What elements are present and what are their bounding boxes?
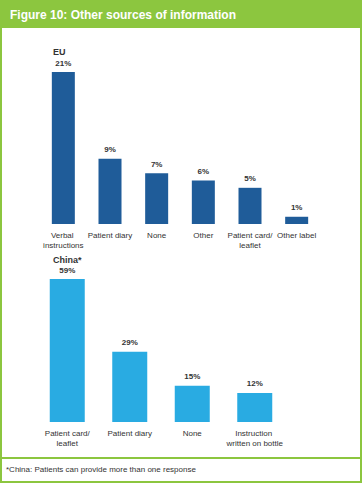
svg-text:Instruction: Instruction xyxy=(235,429,274,438)
html-text:Figure 10: Other sources of in: Figure 10: Other sources of information xyxy=(10,8,236,22)
svg-text:5%: 5% xyxy=(244,174,256,183)
svg-text:Patient diary: Patient diary xyxy=(88,231,132,240)
svg-text:7%: 7% xyxy=(151,160,163,169)
svg-text:leaflet: leaflet xyxy=(57,439,79,448)
svg-text:1%: 1% xyxy=(291,203,303,212)
svg-text:None: None xyxy=(183,429,203,438)
svg-text:Patient card/: Patient card/ xyxy=(45,429,91,438)
svg-text:6%: 6% xyxy=(198,167,210,176)
svg-text:China*: China* xyxy=(53,255,82,265)
svg-text:21%: 21% xyxy=(55,59,71,68)
svg-text:Patient card/: Patient card/ xyxy=(228,231,274,240)
svg-text:instructions: instructions xyxy=(43,241,83,250)
svg-text:29%: 29% xyxy=(122,338,138,347)
svg-text:9%: 9% xyxy=(104,145,116,154)
svg-text:12%: 12% xyxy=(247,379,263,388)
svg-text:EU: EU xyxy=(53,47,66,57)
svg-text:15%: 15% xyxy=(184,372,200,381)
svg-text:Verbal: Verbal xyxy=(51,231,76,240)
svg-text:59%: 59% xyxy=(59,266,75,275)
svg-text:Patient diary: Patient diary xyxy=(108,429,152,438)
html-text:*China: Patients can provide m: *China: Patients can provide more than o… xyxy=(6,465,196,474)
svg-text:Other: Other xyxy=(193,231,213,240)
svg-text:None: None xyxy=(147,231,167,240)
svg-text:Other label: Other label xyxy=(277,231,316,240)
svg-text:written on bottle: written on bottle xyxy=(226,439,284,448)
svg-text:leaflet: leaflet xyxy=(239,241,261,250)
